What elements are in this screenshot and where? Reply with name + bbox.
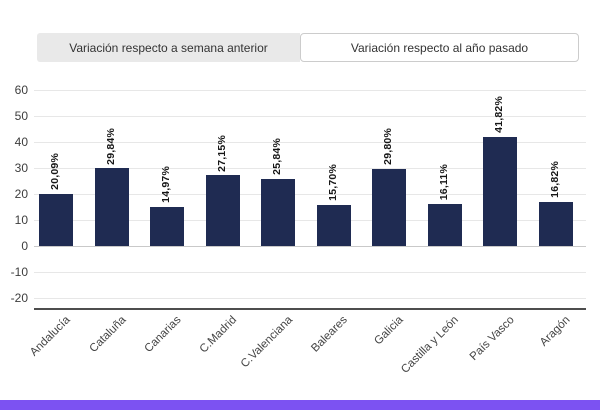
bar-value-label: 16,82%	[548, 161, 561, 199]
tab-bar: Variación respecto a semana anterior Var…	[37, 33, 579, 62]
gridline-20	[34, 194, 586, 195]
bar-value-label: 16,11%	[437, 163, 450, 201]
bar-País Vasco	[483, 137, 518, 246]
bar-value-label: 20,09%	[49, 152, 61, 190]
y-tick-label-20: 20	[14, 187, 28, 201]
bar-Galicia	[372, 168, 407, 246]
bar-Canarias	[150, 207, 185, 246]
x-axis-label-Andalucía: Andalucía	[27, 314, 73, 359]
bar-Baleares	[316, 205, 351, 246]
x-axis-label-C.Madrid: C.Madrid	[197, 314, 240, 356]
bar-value-label: 14,97%	[160, 166, 173, 204]
gridline--20	[34, 298, 586, 299]
x-axis-label-Cataluña: Cataluña	[87, 314, 129, 356]
y-tick-label-0: 0	[21, 239, 28, 253]
x-axis-label-Castilla y León: Castilla y León	[399, 314, 462, 376]
y-tick-label-30: 30	[14, 161, 28, 175]
gridline-40	[34, 142, 586, 143]
x-axis-line	[34, 308, 586, 310]
y-tick-label-50: 50	[14, 109, 28, 123]
gridline-60	[34, 90, 586, 91]
x-axis-label-País Vasco: País Vasco	[467, 314, 517, 364]
x-axis-label-Galicia: Galicia	[372, 314, 406, 348]
y-tick-label-10: 10	[14, 213, 28, 227]
gridline-0	[34, 246, 586, 247]
y-tick-label--10: -10	[10, 265, 28, 279]
y-tick-label--20: -20	[10, 291, 28, 305]
bar-C.Valenciana	[261, 178, 296, 246]
bar-Cataluña	[94, 168, 129, 246]
gridline-10	[34, 220, 586, 221]
gridline-30	[34, 168, 586, 169]
x-axis-label-C.Valenciana: C.Valenciana	[238, 314, 295, 371]
bar-value-label: 27,15%	[215, 134, 228, 172]
bar-Castilla y León	[427, 204, 462, 246]
bar-C.Madrid	[205, 175, 240, 246]
bar-value-label: 25,84%	[271, 138, 284, 175]
tab-variacion-ano-pasado[interactable]: Variación respecto al año pasado	[300, 33, 579, 62]
y-tick-label-60: 60	[14, 83, 28, 97]
x-axis-label-Canarias: Canarias	[142, 314, 184, 356]
bar-Andalucía	[39, 193, 73, 246]
x-axis-label-Baleares: Baleares	[309, 314, 351, 355]
footer-accent-bar	[0, 400, 600, 410]
bar-value-label: 15,70%	[326, 164, 339, 202]
bar-value-label: 29,80%	[382, 127, 395, 165]
gridline-50	[34, 116, 586, 117]
y-tick-label-40: 40	[14, 135, 28, 149]
bar-Aragón	[538, 202, 573, 246]
x-axis-label-Aragón: Aragón	[537, 314, 573, 349]
bar-value-label: 29,84%	[104, 127, 117, 165]
gridline--10	[34, 272, 586, 273]
bar-value-label: 41,82%	[493, 96, 506, 134]
tab-variacion-semana-anterior[interactable]: Variación respecto a semana anterior	[37, 33, 300, 62]
